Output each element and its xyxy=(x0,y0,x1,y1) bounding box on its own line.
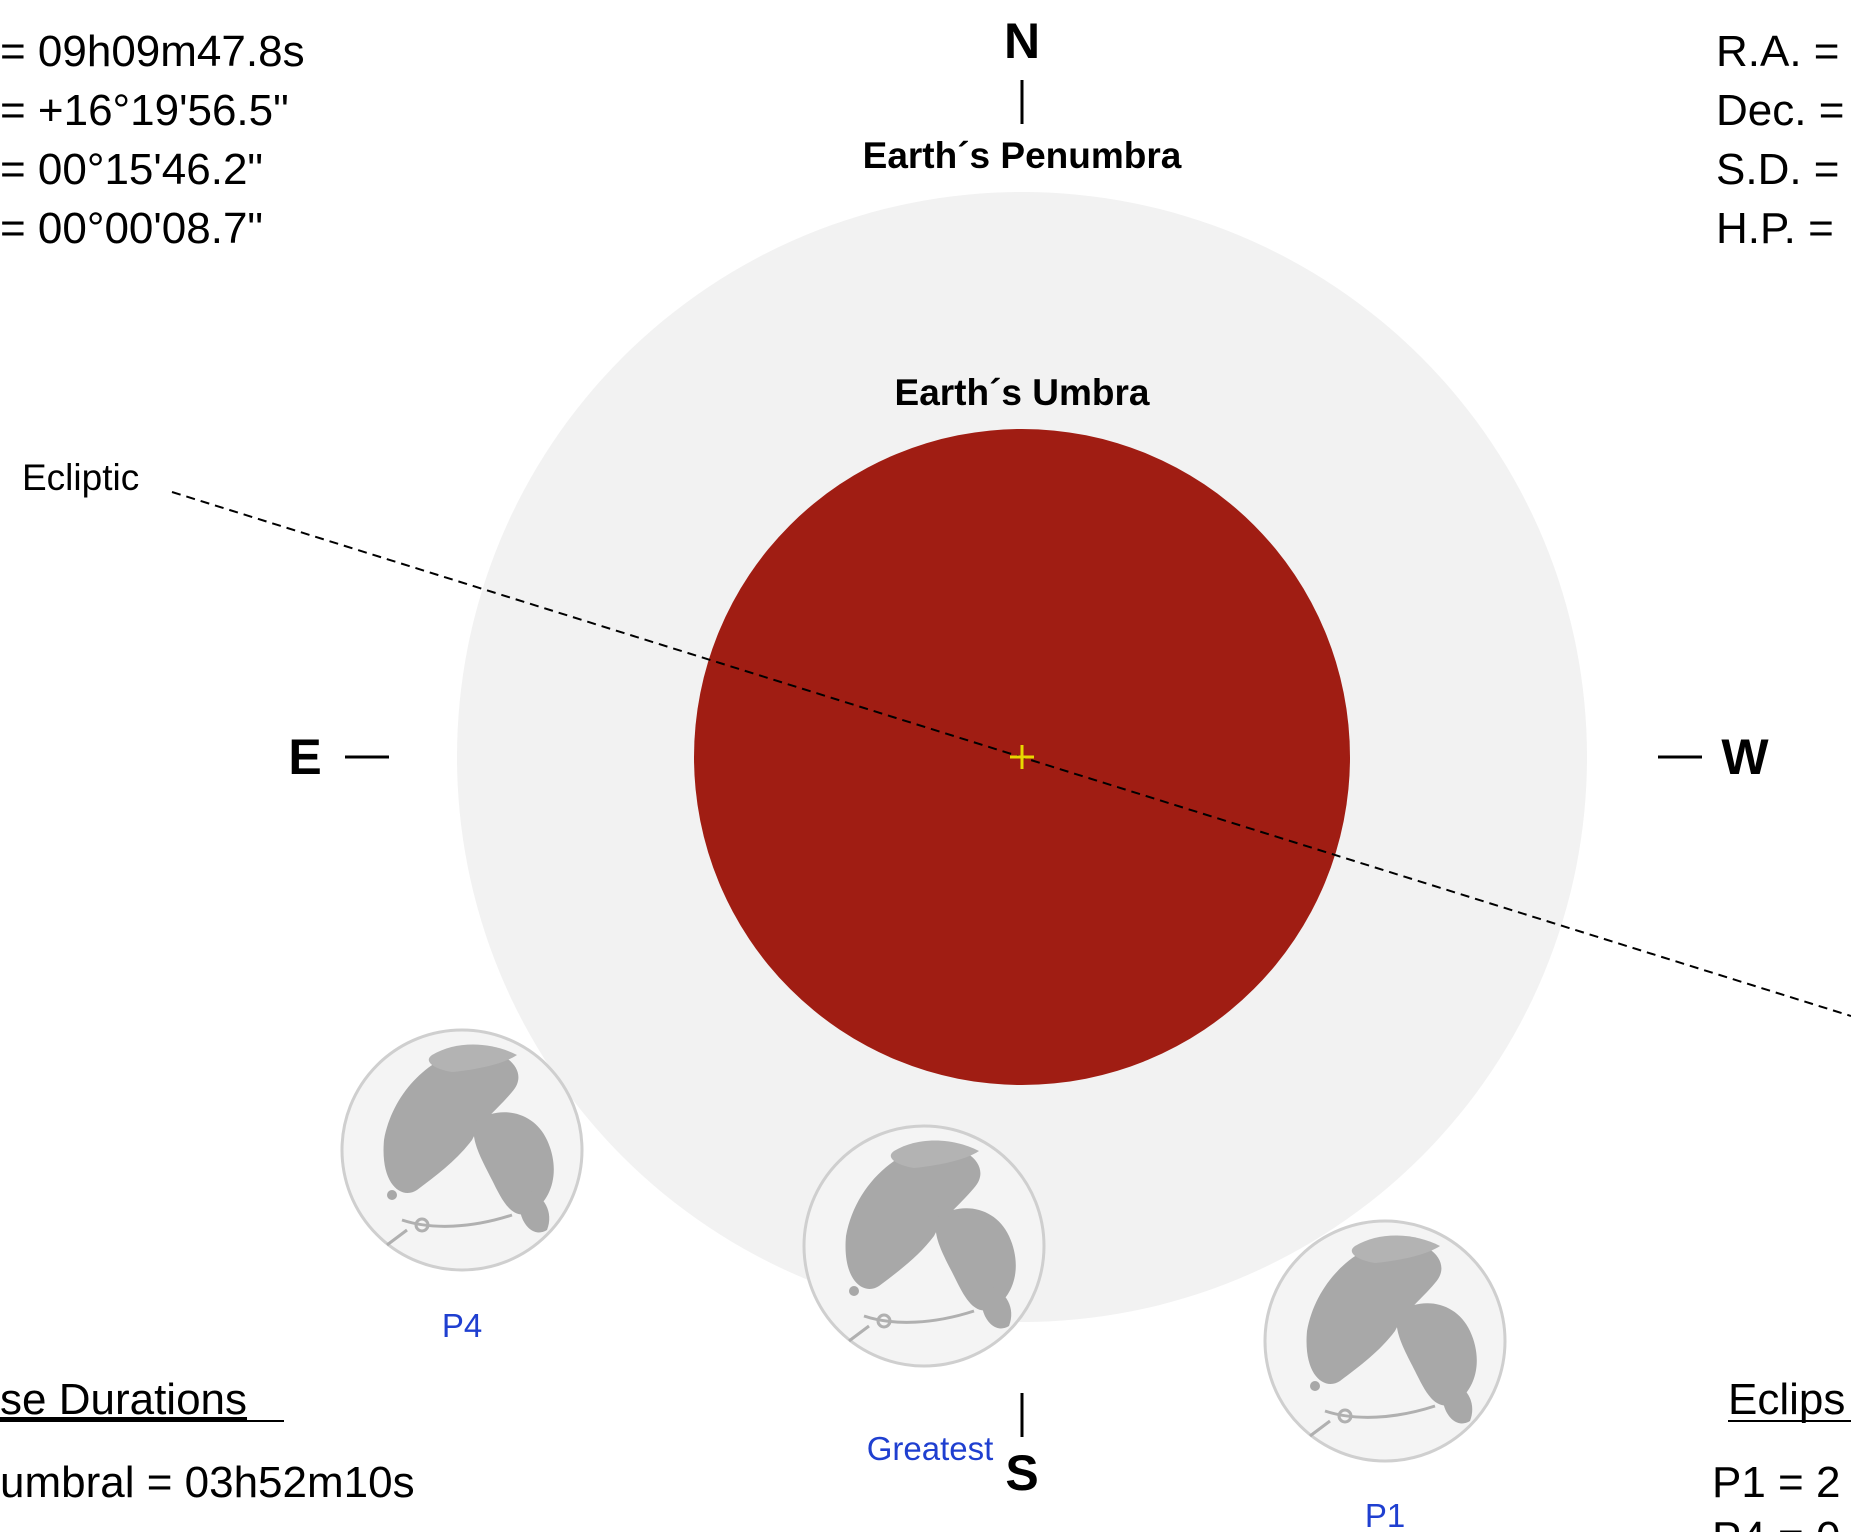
moon-icon xyxy=(1263,1219,1507,1463)
left-data-sd: = 00°15'46.2" xyxy=(0,145,263,194)
penumbra-label: Earth´s Penumbra xyxy=(863,135,1182,176)
ecliptic-label: Ecliptic xyxy=(22,457,139,498)
contacts-p4: P4 = 0 xyxy=(1712,1513,1840,1532)
umbra-label: Earth´s Umbra xyxy=(895,372,1150,413)
durations-heading: se Durations xyxy=(0,1375,247,1424)
right-data-dec: Dec. = xyxy=(1716,86,1844,135)
left-data-dec: = +16°19'56.5" xyxy=(0,86,289,135)
contacts-heading: Eclips xyxy=(1728,1375,1845,1424)
durations-penumbral: umbral = 03h52m10s xyxy=(0,1458,415,1507)
contacts-p1: P1 = 2 xyxy=(1712,1458,1840,1507)
left-data-ra: = 09h09m47.8s xyxy=(0,27,305,76)
east-label: E xyxy=(288,729,321,785)
ecliptic-line xyxy=(171,491,1851,1017)
south-label: S xyxy=(1005,1445,1038,1501)
moon-label-p4: P4 xyxy=(442,1307,482,1344)
west-label: W xyxy=(1721,729,1769,785)
north-label: N xyxy=(1004,13,1040,69)
right-data-ra: R.A. = xyxy=(1716,27,1840,76)
left-data-hp: = 00°00'08.7" xyxy=(0,204,263,253)
moon-label-p1: P1 xyxy=(1365,1497,1405,1532)
right-data-sd: S.D. = xyxy=(1716,145,1840,194)
moon-icon xyxy=(802,1124,1046,1368)
moon-icon xyxy=(340,1028,584,1272)
moon-label-greatest: Greatest xyxy=(867,1430,994,1467)
crosshair-icon xyxy=(1010,745,1034,769)
right-data-hp: H.P. = xyxy=(1716,204,1834,253)
